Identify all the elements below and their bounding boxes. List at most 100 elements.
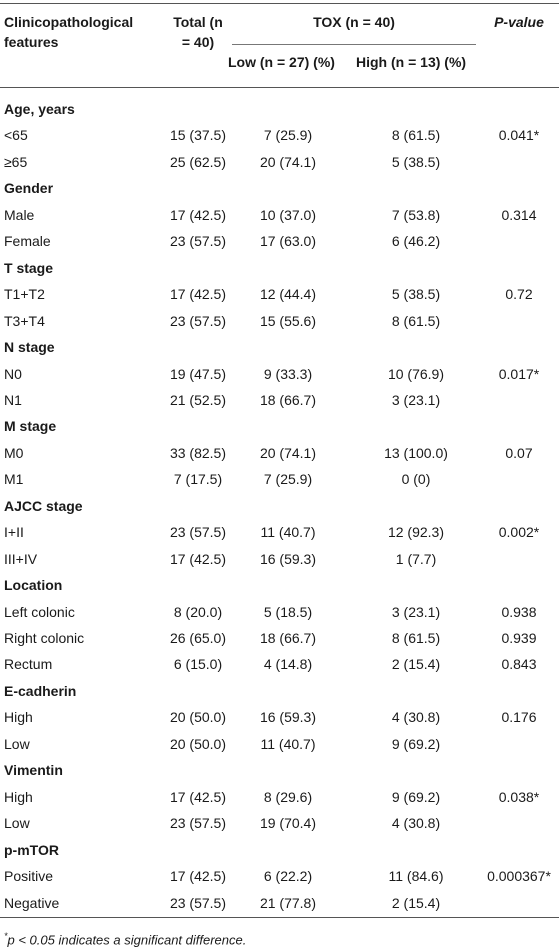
cell-high: 5 (38.5) xyxy=(391,286,441,303)
table-bottom-rule xyxy=(0,917,559,918)
cell-p: 0.002* xyxy=(498,524,540,541)
cell-high: 8 (61.5) xyxy=(391,127,441,144)
cell-high: 3 (23.1) xyxy=(391,391,441,408)
cell-p: 0.72 xyxy=(505,286,533,303)
cell-high: 7 (53.8) xyxy=(391,206,441,223)
cell-label: N1 xyxy=(4,391,22,408)
section-title: N stage xyxy=(4,339,55,356)
cell-high: 8 (61.5) xyxy=(391,630,441,646)
cell-label: High xyxy=(4,788,33,805)
cell-p: 0.017* xyxy=(498,365,540,382)
cell-low: 16 (59.3) xyxy=(259,550,317,567)
cell-label: M0 xyxy=(4,444,24,461)
cell-low: 15 (55.6) xyxy=(259,312,317,329)
cell-high: 2 (15.4) xyxy=(391,894,441,911)
cell-total: 17 (42.5) xyxy=(169,788,227,805)
tox-span-rule xyxy=(232,44,476,45)
header-bottom-rule xyxy=(0,87,559,88)
cell-high: 3 (23.1) xyxy=(391,603,441,620)
cell-low: 19 (70.4) xyxy=(259,815,317,832)
cell-total: 15 (37.5) xyxy=(169,127,227,144)
cell-high: 4 (30.8) xyxy=(391,815,441,832)
cell-total: 23 (57.5) xyxy=(169,524,227,541)
section-title: Vimentin xyxy=(4,762,63,779)
cell-label: T1+T2 xyxy=(4,286,45,303)
cell-low: 18 (66.7) xyxy=(259,630,317,646)
cell-total: 17 (42.5) xyxy=(169,868,227,885)
cell-total: 33 (82.5) xyxy=(169,444,227,461)
cell-label: III+IV xyxy=(4,550,38,567)
cell-total: 23 (57.5) xyxy=(169,312,227,329)
section-title: Age, years xyxy=(4,101,75,117)
cell-label: Rectum xyxy=(4,656,53,673)
cell-high: 10 (76.9) xyxy=(387,365,445,382)
header-low: Low (n = 27) (%) xyxy=(228,54,335,70)
cell-total: 19 (47.5) xyxy=(169,365,227,382)
cell-high: 9 (69.2) xyxy=(391,788,441,805)
section-title: Location xyxy=(4,577,63,594)
cell-low: 5 (18.5) xyxy=(263,603,313,620)
cell-label: Female xyxy=(4,233,51,250)
cell-low: 8 (29.6) xyxy=(263,788,313,805)
cell-low: 7 (25.9) xyxy=(263,127,313,144)
footnote: *p < 0.05 indicates a significant differ… xyxy=(4,931,247,948)
cell-high: 13 (100.0) xyxy=(384,444,448,461)
section-title: M stage xyxy=(4,418,57,435)
header-pvalue: P-value xyxy=(494,14,544,30)
cell-label: I+II xyxy=(4,524,24,541)
cell-p: 0.041* xyxy=(498,127,540,144)
cell-low: 11 (40.7) xyxy=(260,735,316,752)
cell-total: 17 (42.5) xyxy=(169,206,227,223)
cell-p: 0.939 xyxy=(501,630,537,646)
cell-label: <65 xyxy=(4,127,28,144)
cell-high: 0 (0) xyxy=(401,471,431,488)
cell-high: 4 (30.8) xyxy=(391,709,441,726)
cell-low: 18 (66.7) xyxy=(259,391,317,408)
cell-high: 5 (38.5) xyxy=(391,153,441,170)
cell-high: 2 (15.4) xyxy=(391,656,441,673)
cell-total: 25 (62.5) xyxy=(169,153,227,170)
section-title: Gender xyxy=(4,180,54,197)
cell-low: 20 (74.1) xyxy=(259,444,317,461)
cell-label: N0 xyxy=(4,365,22,382)
cell-total: 17 (42.5) xyxy=(169,550,227,567)
cell-low: 16 (59.3) xyxy=(259,709,317,726)
cell-low: 21 (77.8) xyxy=(259,894,317,911)
cell-label: Low xyxy=(4,735,30,752)
cell-total: 6 (15.0) xyxy=(173,656,223,673)
cell-label: M1 xyxy=(4,471,24,488)
cell-high: 6 (46.2) xyxy=(391,233,441,250)
cell-p: 0.314 xyxy=(501,206,537,223)
cell-low: 6 (22.2) xyxy=(263,868,313,885)
cell-low: 17 (63.0) xyxy=(259,233,317,250)
cell-label: ≥65 xyxy=(4,153,28,170)
cell-label: Male xyxy=(4,206,35,223)
cell-label: Low xyxy=(4,815,30,832)
cell-total: 20 (50.0) xyxy=(169,709,227,726)
cell-total: 8 (20.0) xyxy=(173,603,223,620)
cell-low: 4 (14.8) xyxy=(263,656,313,673)
cell-total: 20 (50.0) xyxy=(169,735,227,752)
cell-p: 0.07 xyxy=(505,444,533,461)
cell-total: 23 (57.5) xyxy=(169,894,227,911)
cell-total: 23 (57.5) xyxy=(169,815,227,832)
cell-label: High xyxy=(4,709,33,726)
section-title: p-mTOR xyxy=(4,841,59,858)
cell-low: 20 (74.1) xyxy=(259,153,317,170)
table-top-rule xyxy=(0,3,559,4)
cell-high: 12 (92.3) xyxy=(387,524,445,541)
section-title: T stage xyxy=(4,259,54,276)
cell-total: 17 (42.5) xyxy=(169,286,227,303)
cell-high: 9 (69.2) xyxy=(391,735,441,752)
header-high: High (n = 13) (%) xyxy=(356,54,467,70)
header-tox: TOX (n = 40) xyxy=(313,14,395,30)
cell-low: 12 (44.4) xyxy=(259,286,317,303)
cell-total: 7 (17.5) xyxy=(173,471,223,488)
cell-label: Negative xyxy=(4,894,60,911)
cell-p: 0.038* xyxy=(498,788,540,805)
cell-low: 9 (33.3) xyxy=(263,365,313,382)
cell-p: 0.176 xyxy=(501,709,537,726)
cell-total: 23 (57.5) xyxy=(169,233,227,250)
cell-total: 26 (65.0) xyxy=(169,630,227,646)
cell-low: 11 (40.7) xyxy=(260,524,316,541)
